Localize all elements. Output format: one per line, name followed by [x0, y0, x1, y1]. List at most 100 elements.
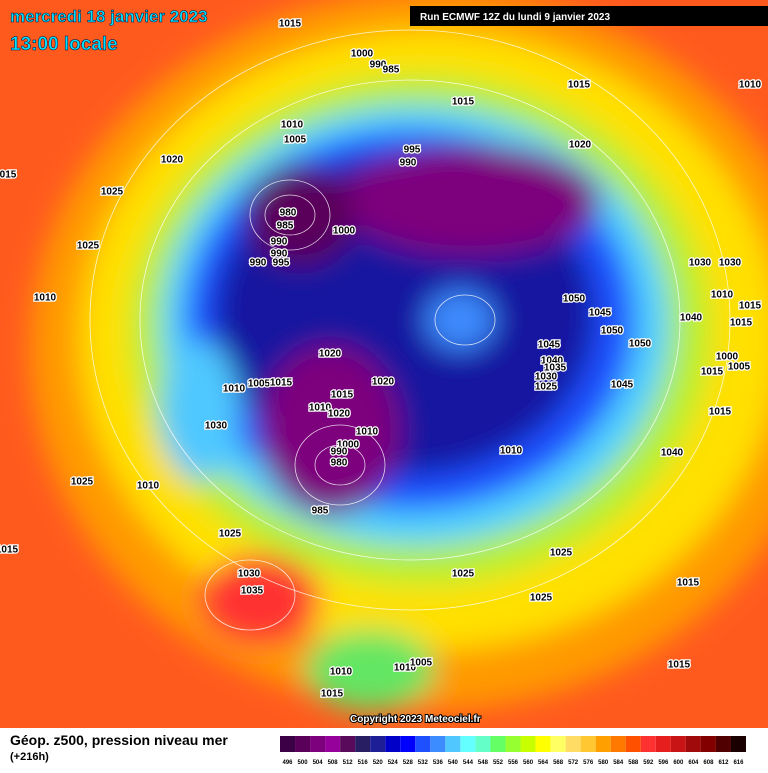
scale-label: 500: [298, 760, 309, 766]
color-swatch: [370, 736, 386, 752]
isobar-label: 1000: [351, 49, 374, 60]
color-swatch: [295, 736, 311, 752]
forecast-lead: (+216h): [10, 751, 49, 763]
isobar-label: 990: [250, 258, 267, 269]
color-scale: 496 500 504 508 512 516 520 524 528 532 536 540 544 5…: [280, 736, 746, 766]
color-swatch: [520, 736, 536, 752]
color-swatch: [490, 736, 506, 752]
isobar-label: 1030: [719, 258, 742, 269]
isobar-label: 1050: [601, 326, 624, 337]
isobars: [89, 29, 731, 631]
isobar-label: 985: [383, 65, 400, 76]
scale-label: 616: [733, 760, 744, 766]
isobar-label: 1025: [535, 382, 558, 393]
isobar-label: 1030: [205, 421, 228, 432]
date-label: mercredi 18 janvier 2023: [10, 7, 208, 26]
scale-label: 520: [373, 760, 384, 766]
scale-label: 532: [418, 760, 429, 766]
isobar-label: 1010: [281, 120, 304, 131]
isobar-label: 1005: [248, 379, 271, 390]
isobar-label: 1010: [223, 384, 246, 395]
isobar-label: 1010: [739, 80, 762, 91]
scale-label: 536: [433, 760, 444, 766]
isobar-label: 1015: [270, 378, 293, 389]
isobar-label: 1015: [730, 318, 753, 329]
scale-label: 584: [613, 760, 624, 766]
isobar-label: 1015: [701, 367, 724, 378]
isobar-label: 1015: [279, 19, 302, 30]
scale-label: 560: [523, 760, 534, 766]
isobar-label: 1025: [219, 529, 242, 540]
scale-label: 504: [313, 760, 324, 766]
isobar-label: 1035: [241, 586, 264, 597]
isobar-label: 1020: [569, 140, 592, 151]
isobar-label: 995: [404, 145, 421, 156]
color-swatch: [340, 736, 356, 752]
isobar-label: 015: [0, 170, 17, 181]
isobar-label: 1010: [394, 663, 417, 674]
color-swatch: [355, 736, 371, 752]
color-swatch: [655, 736, 671, 752]
color-swatch: [505, 736, 521, 752]
scale-label: 528: [403, 760, 414, 766]
isobar-label: 1015: [668, 660, 691, 671]
color-swatch: [625, 736, 641, 752]
isobar-label: 1005: [410, 658, 433, 669]
isobar-label: 1025: [452, 569, 475, 580]
run-label: Run ECMWF 12Z du lundi 9 janvier 2023: [420, 12, 610, 23]
isobar-label: 1050: [629, 339, 652, 350]
scale-label: 512: [343, 760, 354, 766]
color-swatch: [460, 736, 476, 752]
color-swatch: [715, 736, 731, 752]
geopotential-field: [30, 0, 768, 710]
isobar-label: 1035: [544, 363, 567, 374]
color-swatch: [670, 736, 686, 752]
color-swatch: [730, 736, 746, 752]
scale-label: 572: [568, 760, 579, 766]
color-swatch: [685, 736, 701, 752]
isobar-label: 990: [271, 249, 288, 260]
scale-label: 548: [478, 760, 489, 766]
isobar-label: 990: [370, 60, 387, 71]
isobar-label: 1000: [333, 226, 356, 237]
isobar-label: 1030: [238, 569, 261, 580]
color-swatch: [400, 736, 416, 752]
isobar-label: 995: [273, 258, 290, 269]
isobar-label: 1040: [661, 448, 684, 459]
isobar-label: 1015: [452, 97, 475, 108]
isobar-label: 1015: [709, 407, 732, 418]
isobar-label: 1045: [611, 380, 634, 391]
isobar-label: 1015: [677, 578, 700, 589]
scale-label: 568: [553, 760, 564, 766]
isobar-label: 980: [280, 208, 297, 219]
scale-label: 596: [658, 760, 669, 766]
color-swatch: [430, 736, 446, 752]
scale-label: 564: [538, 760, 549, 766]
isobar-label: 990: [400, 158, 417, 169]
isobar-label: 985: [277, 221, 294, 232]
isobar-label: 1050: [563, 294, 586, 305]
isobar-label: 1005: [728, 362, 751, 373]
scale-label: 608: [703, 760, 714, 766]
isobar-label: 1010: [330, 667, 353, 678]
isobar-label: 1000: [716, 352, 739, 363]
color-swatch: [595, 736, 611, 752]
isobar-label: 1045: [538, 340, 561, 351]
scale-label: 524: [388, 760, 399, 766]
isobar-label: 1005: [284, 135, 307, 146]
scale-label: 552: [493, 760, 504, 766]
scale-label: 544: [463, 760, 474, 766]
color-swatch: [445, 736, 461, 752]
isobar-label: 1015: [568, 80, 591, 91]
isobar-label: 1025: [101, 187, 124, 198]
color-swatch: [310, 736, 326, 752]
isobar-label: 980: [331, 458, 348, 469]
isobar-label: 1025: [77, 241, 100, 252]
scale-label: 600: [673, 760, 684, 766]
isobar-label: 1020: [328, 409, 351, 420]
isobar-label: 1025: [550, 548, 573, 559]
scale-label: 612: [718, 760, 729, 766]
isobar-label: 985: [312, 506, 329, 517]
scale-label: 604: [688, 760, 699, 766]
